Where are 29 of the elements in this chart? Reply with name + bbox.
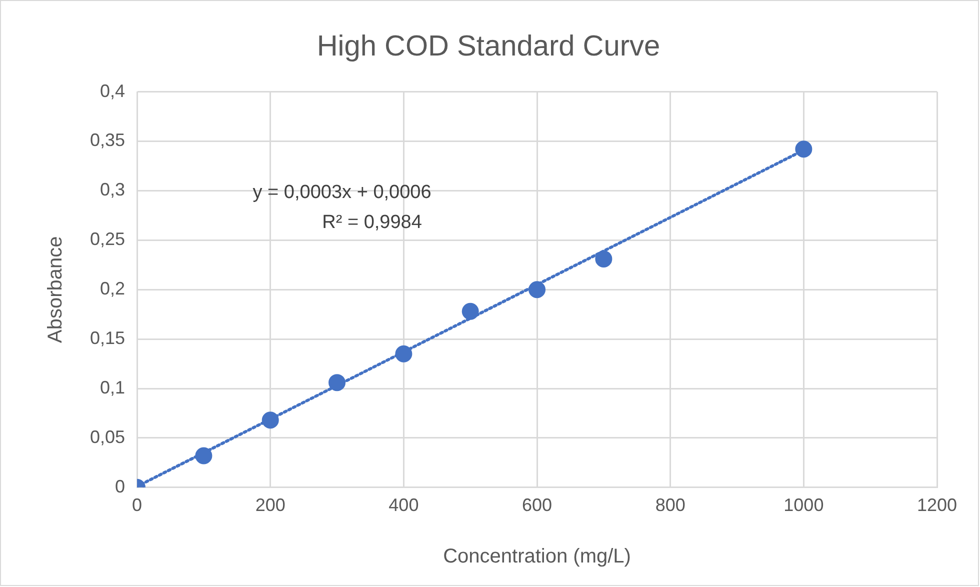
y-tick-label: 0,35 [90, 130, 126, 150]
y-tick-label: 0,05 [90, 426, 126, 447]
point [528, 281, 546, 298]
y-axis-title: Absorbance [44, 236, 67, 343]
y-tick-label: 0,15 [90, 328, 126, 348]
y-tick-label: 0,1 [100, 377, 126, 398]
x-tick-label: 600 [522, 495, 552, 516]
y-tick-label: 0 [115, 476, 126, 496]
x-tick-label: 1000 [784, 495, 824, 516]
x-tick-label: 1200 [916, 495, 958, 516]
y-tick-label: 0,3 [100, 180, 126, 200]
point [328, 374, 346, 392]
x-tick-label: 200 [255, 495, 286, 516]
annotation: R² = 0,9984 [322, 212, 422, 234]
chart-title: High COD Standard Curve [316, 30, 660, 62]
point [462, 302, 479, 320]
annotation: y = 0,0003x + 0,0006 [252, 182, 432, 204]
y-tick-label: 0,2 [100, 278, 126, 299]
point [395, 345, 412, 362]
x-axis-title: Concentration (mg/L) [443, 546, 631, 568]
x-tick-label: 800 [655, 495, 686, 516]
point [595, 250, 612, 268]
x-tick-label: 0 [132, 495, 142, 516]
point [795, 140, 812, 158]
point [262, 412, 279, 429]
x-tick-label: 400 [388, 495, 419, 516]
y-tick-label: 0,4 [100, 80, 126, 101]
point [195, 447, 212, 464]
y-tick-label: 0,25 [90, 229, 126, 250]
